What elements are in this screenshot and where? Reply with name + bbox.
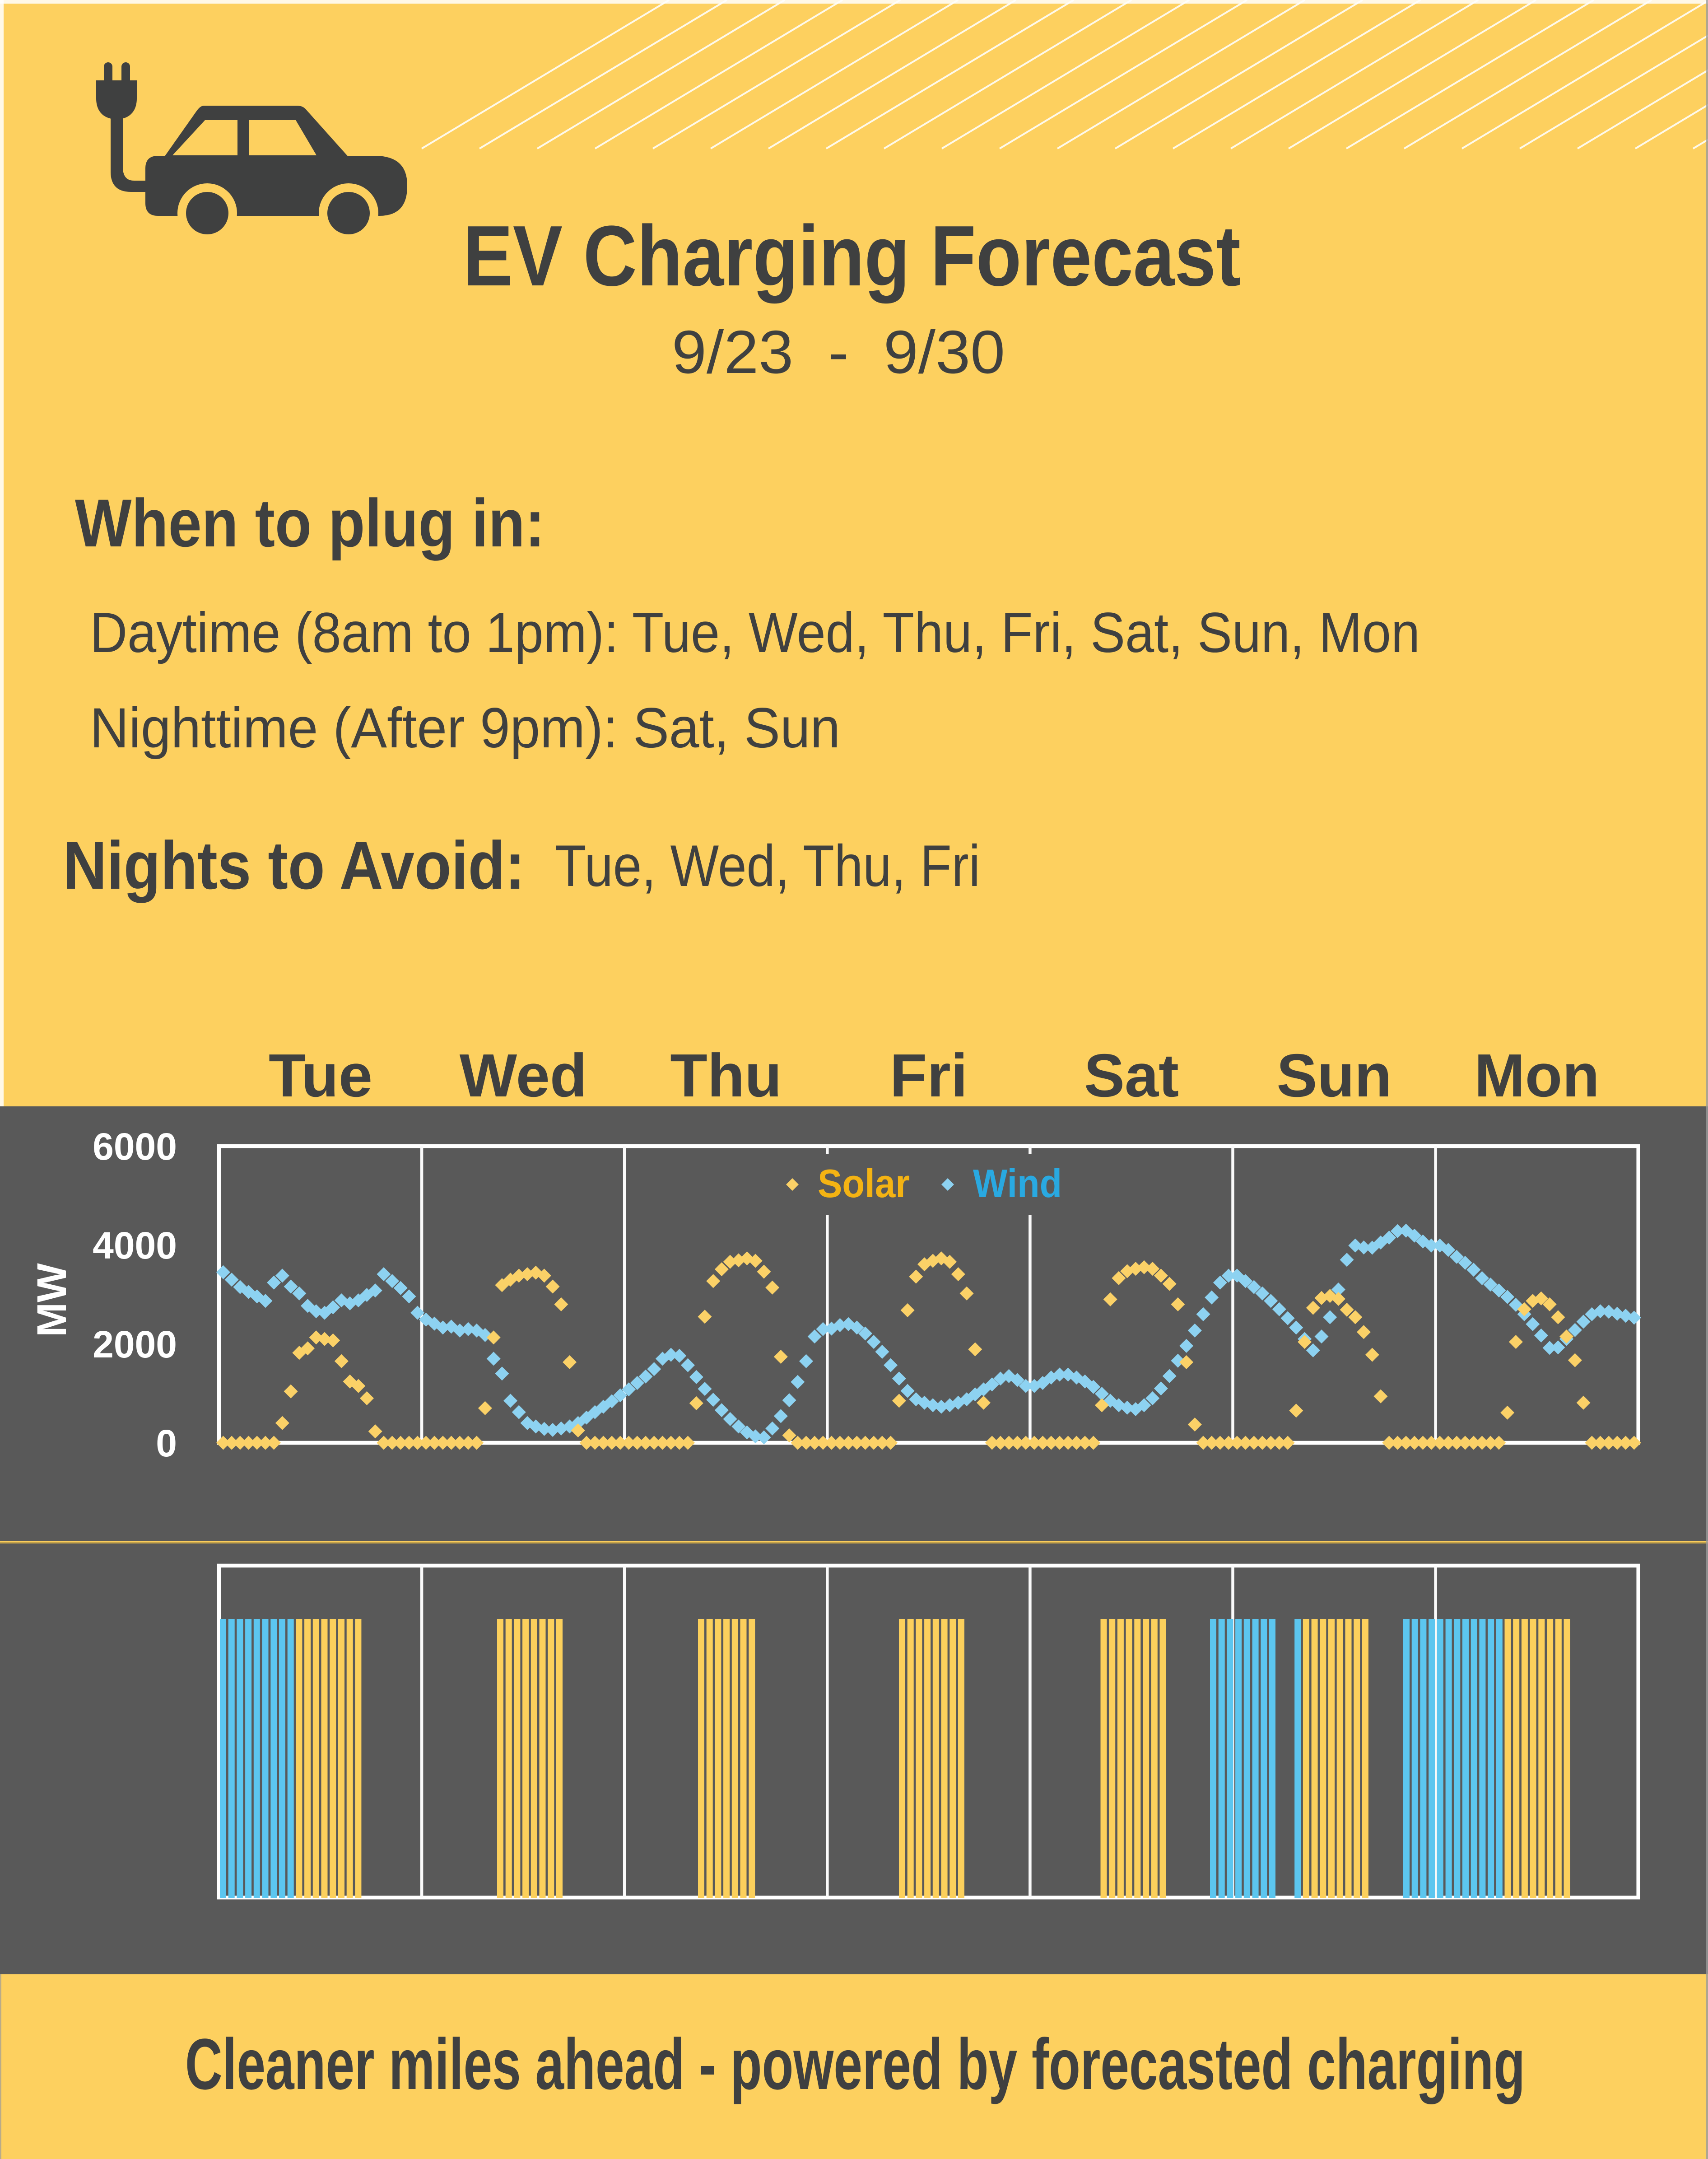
svg-text:4000: 4000 [93,1224,177,1267]
svg-text:Daytime (8am to 1pm): Tue, Wed: Daytime (8am to 1pm): Tue, Wed, Thu, Fri… [90,602,1420,664]
svg-text:2000: 2000 [93,1323,177,1366]
svg-text:0: 0 [156,1422,177,1464]
svg-text:Tue: Tue [269,1041,372,1110]
svg-text:MW: MW [29,1263,75,1337]
svg-text:Solar: Solar [818,1161,910,1206]
svg-text:Nights to Avoid:: Nights to Avoid: [63,827,525,903]
svg-text:Thu: Thu [670,1041,782,1110]
svg-text:Wed: Wed [460,1041,587,1110]
svg-text:Sun: Sun [1277,1041,1392,1110]
svg-text:Fri: Fri [890,1041,968,1110]
svg-text:9/23 - 9/30: 9/23 - 9/30 [672,318,1005,386]
svg-text:EV Charging Forecast: EV Charging Forecast [463,208,1241,304]
svg-text:Wind: Wind [973,1161,1062,1206]
svg-text:6000: 6000 [93,1125,177,1168]
svg-text:Nighttime (After 9pm): Sat, S: Nighttime (After 9pm): Sat, Sun [90,697,840,760]
svg-text:Sat: Sat [1084,1041,1179,1110]
svg-text:Tue, Wed, Thu, Fri: Tue, Wed, Thu, Fri [555,833,980,899]
svg-text:When to plug in:: When to plug in: [75,485,545,561]
svg-text:Mon: Mon [1474,1041,1599,1110]
svg-text:Cleaner miles ahead - powered: Cleaner miles ahead - powered by forecas… [185,2024,1525,2104]
